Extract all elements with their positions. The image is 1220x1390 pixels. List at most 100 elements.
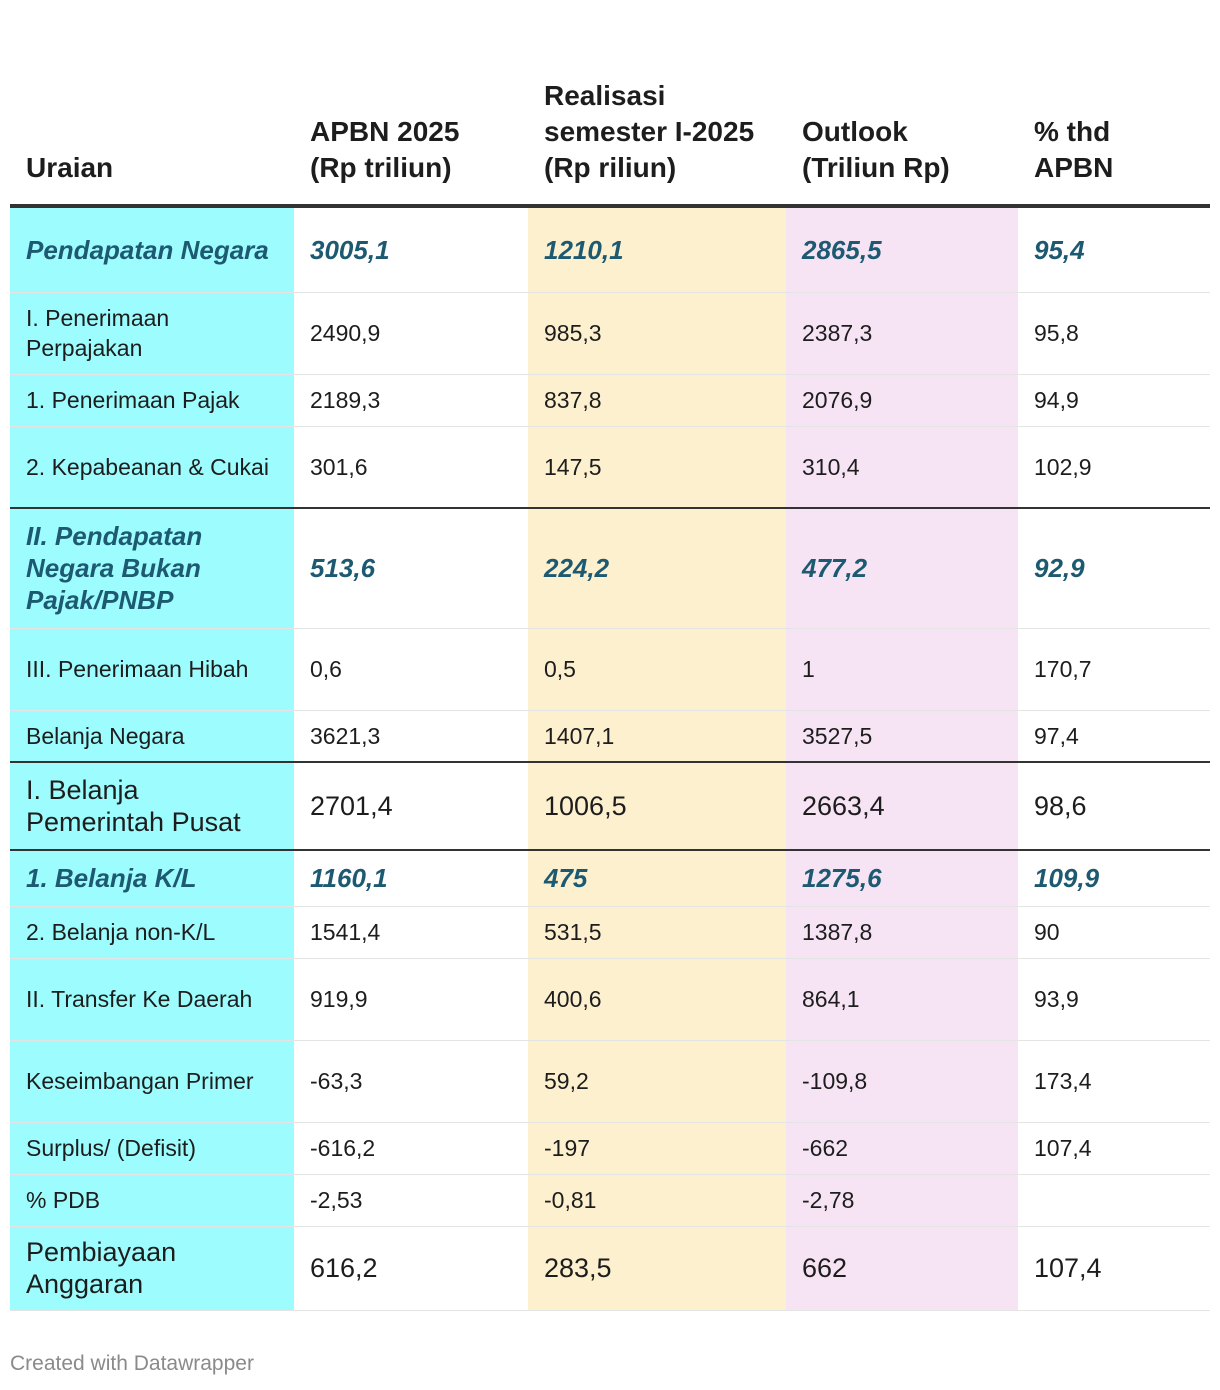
value-cell: 95,4 (1018, 206, 1210, 293)
column-header-uraian: Uraian (10, 0, 294, 208)
value-cell: 93,9 (1018, 958, 1210, 1041)
value-cell: 59,2 (528, 1040, 786, 1123)
value-cell: 3527,5 (786, 710, 1018, 763)
value-cell: 102,9 (1018, 426, 1210, 509)
table-row: 2. Belanja non-K/L 1541,4 531,5 1387,8 90 (10, 906, 1210, 959)
value-cell: 1275,6 (786, 849, 1018, 907)
table-body: Pendapatan Negara 3005,1 1210,1 2865,5 95,4 I… (10, 206, 1210, 1311)
table-row: I. Penerimaan Perpajakan 2490,9 985,3 2387,… (10, 292, 1210, 375)
budget-table-container: Uraian APBN 2025 (Rp triliun) Realisasi … (10, 0, 1210, 1311)
value-cell: 310,4 (786, 426, 1018, 509)
value-cell: 0,5 (528, 628, 786, 711)
column-header-apbn-2025: APBN 2025 (Rp triliun) (294, 0, 528, 208)
value-cell: 477,2 (786, 507, 1018, 629)
table-row: I. Belanja Pemerintah Pusat 2701,4 1006,5 2… (10, 761, 1210, 851)
row-label-cell: Surplus/ (Defisit) (10, 1122, 294, 1175)
value-cell: 173,4 (1018, 1040, 1210, 1123)
value-cell: -63,3 (294, 1040, 528, 1123)
row-label-cell: 1. Penerimaan Pajak (10, 374, 294, 427)
table-header: Uraian APBN 2025 (Rp triliun) Realisasi … (10, 0, 1210, 208)
value-cell: 616,2 (294, 1226, 528, 1311)
value-cell: 3621,3 (294, 710, 528, 763)
value-cell: 97,4 (1018, 710, 1210, 763)
value-cell: 95,8 (1018, 292, 1210, 375)
value-cell: 94,9 (1018, 374, 1210, 427)
value-cell: 2865,5 (786, 206, 1018, 293)
table-row: Keseimbangan Primer -63,3 59,2 -109,8 173,4 (10, 1040, 1210, 1123)
value-cell (1018, 1174, 1210, 1227)
table-row: II. Transfer Ke Daerah 919,9 400,6 864,1 93,… (10, 958, 1210, 1041)
row-label-cell: II. Pendapatan Negara Bukan Pajak/PNBP (10, 507, 294, 629)
value-cell: 662 (786, 1226, 1018, 1311)
value-cell: 1407,1 (528, 710, 786, 763)
column-header-percent-apbn: % thd APBN (1018, 0, 1210, 208)
column-header-realisasi: Realisasi semester I-2025 (Rp riliun) (528, 0, 786, 208)
value-cell: -2,53 (294, 1174, 528, 1227)
value-cell: 475 (528, 849, 786, 907)
value-cell: 1 (786, 628, 1018, 711)
row-label-cell: Pendapatan Negara (10, 206, 294, 293)
table-row: Pendapatan Negara 3005,1 1210,1 2865,5 95,4 (10, 206, 1210, 293)
table-row: Belanja Negara 3621,3 1407,1 3527,5 97,4 (10, 710, 1210, 763)
value-cell: 3005,1 (294, 206, 528, 293)
value-cell: 2076,9 (786, 374, 1018, 427)
value-cell: 919,9 (294, 958, 528, 1041)
value-cell: 283,5 (528, 1226, 786, 1311)
table-row: II. Pendapatan Negara Bukan Pajak/PNBP 51… (10, 507, 1210, 629)
row-label-cell: Pembiayaan Anggaran (10, 1226, 294, 1311)
value-cell: 864,1 (786, 958, 1018, 1041)
value-cell: 92,9 (1018, 507, 1210, 629)
row-label-cell: Belanja Negara (10, 710, 294, 763)
row-label-cell: Keseimbangan Primer (10, 1040, 294, 1123)
value-cell: -0,81 (528, 1174, 786, 1227)
value-cell: 2490,9 (294, 292, 528, 375)
value-cell: 107,4 (1018, 1122, 1210, 1175)
value-cell: -197 (528, 1122, 786, 1175)
row-label-cell: I. Penerimaan Perpajakan (10, 292, 294, 375)
value-cell: 1387,8 (786, 906, 1018, 959)
value-cell: -109,8 (786, 1040, 1018, 1123)
table-row: 1. Belanja K/L 1160,1 475 1275,6 109,9 (10, 849, 1210, 907)
table-row: Surplus/ (Defisit) -616,2 -197 -662 107,4 (10, 1122, 1210, 1175)
value-cell: 400,6 (528, 958, 786, 1041)
datawrapper-credit: Created with Datawrapper (10, 1352, 254, 1375)
value-cell: -2,78 (786, 1174, 1018, 1227)
table-row: Pembiayaan Anggaran 616,2 283,5 662 107,4 (10, 1226, 1210, 1311)
value-cell: 1541,4 (294, 906, 528, 959)
value-cell: 170,7 (1018, 628, 1210, 711)
row-label-cell: 2. Belanja non-K/L (10, 906, 294, 959)
table-row: III. Penerimaan Hibah 0,6 0,5 1 170,7 (10, 628, 1210, 711)
value-cell: -662 (786, 1122, 1018, 1175)
value-cell: 2387,3 (786, 292, 1018, 375)
value-cell: 98,6 (1018, 761, 1210, 851)
value-cell: 1160,1 (294, 849, 528, 907)
value-cell: 109,9 (1018, 849, 1210, 907)
column-header-outlook: Outlook (Triliun Rp) (786, 0, 1018, 208)
row-label-cell: 1. Belanja K/L (10, 849, 294, 907)
value-cell: 301,6 (294, 426, 528, 509)
value-cell: 513,6 (294, 507, 528, 629)
row-label-cell: 2. Kepabeanan & Cukai (10, 426, 294, 509)
value-cell: 985,3 (528, 292, 786, 375)
value-cell: 1006,5 (528, 761, 786, 851)
row-label-cell: % PDB (10, 1174, 294, 1227)
value-cell: 0,6 (294, 628, 528, 711)
value-cell: 2701,4 (294, 761, 528, 851)
row-label-cell: I. Belanja Pemerintah Pusat (10, 761, 294, 851)
table-row: 2. Kepabeanan & Cukai 301,6 147,5 310,4 102,… (10, 426, 1210, 509)
value-cell: 107,4 (1018, 1226, 1210, 1311)
table-row: 1. Penerimaan Pajak 2189,3 837,8 2076,9 94,9 (10, 374, 1210, 427)
value-cell: 90 (1018, 906, 1210, 959)
table-row: % PDB -2,53 -0,81 -2,78 (10, 1174, 1210, 1227)
value-cell: 2663,4 (786, 761, 1018, 851)
budget-table: Uraian APBN 2025 (Rp triliun) Realisasi … (10, 0, 1210, 1311)
value-cell: 147,5 (528, 426, 786, 509)
value-cell: 837,8 (528, 374, 786, 427)
row-label-cell: II. Transfer Ke Daerah (10, 958, 294, 1041)
value-cell: 224,2 (528, 507, 786, 629)
value-cell: -616,2 (294, 1122, 528, 1175)
value-cell: 1210,1 (528, 206, 786, 293)
value-cell: 2189,3 (294, 374, 528, 427)
row-label-cell: III. Penerimaan Hibah (10, 628, 294, 711)
value-cell: 531,5 (528, 906, 786, 959)
